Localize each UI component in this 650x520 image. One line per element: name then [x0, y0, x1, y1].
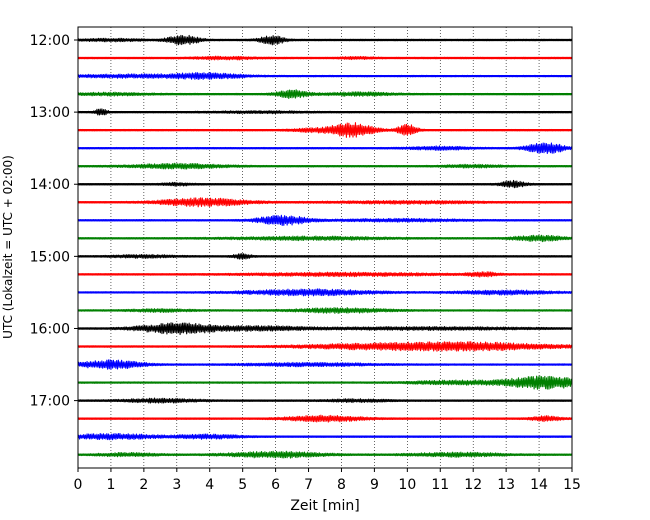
x-axis-label: Zeit [min] — [290, 498, 359, 514]
x-tick-label-13: 13 — [497, 477, 515, 493]
x-tick-label-4: 4 — [205, 477, 214, 493]
y-tick-label-17:00: 17:00 — [30, 394, 70, 410]
y-tick-label-16:00: 16:00 — [30, 321, 70, 337]
y-tick-label-14:00: 14:00 — [30, 177, 70, 193]
y-axis-ticks: 12:00 13:00 14:00 15:00 16:00 17:00 — [30, 33, 78, 410]
x-tick-label-0: 0 — [74, 477, 83, 493]
y-tick-label-13:00: 13:00 — [30, 105, 70, 121]
x-tick-label-8: 8 — [337, 477, 346, 493]
plot-frame — [77, 26, 573, 469]
x-tick-label-6: 6 — [271, 477, 280, 493]
x-tick-label-15: 15 — [563, 477, 581, 493]
y-axis-label: UTC (Lokalzeit = UTC + 02:00) — [1, 155, 15, 339]
x-tick-label-12: 12 — [464, 477, 482, 493]
y-tick-label-15:00: 15:00 — [30, 249, 70, 265]
y-tick-label-12:00: 12:00 — [30, 33, 70, 49]
trace-lines — [77, 34, 573, 459]
trace-1600 — [77, 322, 573, 335]
x-axis-ticks: 0 1 2 3 4 5 6 7 8 9 10 11 12 13 14 15 — [74, 468, 581, 493]
x-tick-label-9: 9 — [370, 477, 379, 493]
x-tick-label-11: 11 — [431, 477, 449, 493]
x-tick-label-14: 14 — [530, 477, 548, 493]
x-tick-label-5: 5 — [238, 477, 247, 493]
x-tick-label-7: 7 — [304, 477, 313, 493]
x-tick-label-2: 2 — [139, 477, 148, 493]
x-tick-label-1: 1 — [106, 477, 115, 493]
x-tick-label-3: 3 — [172, 477, 181, 493]
x-tick-label-10: 10 — [398, 477, 416, 493]
